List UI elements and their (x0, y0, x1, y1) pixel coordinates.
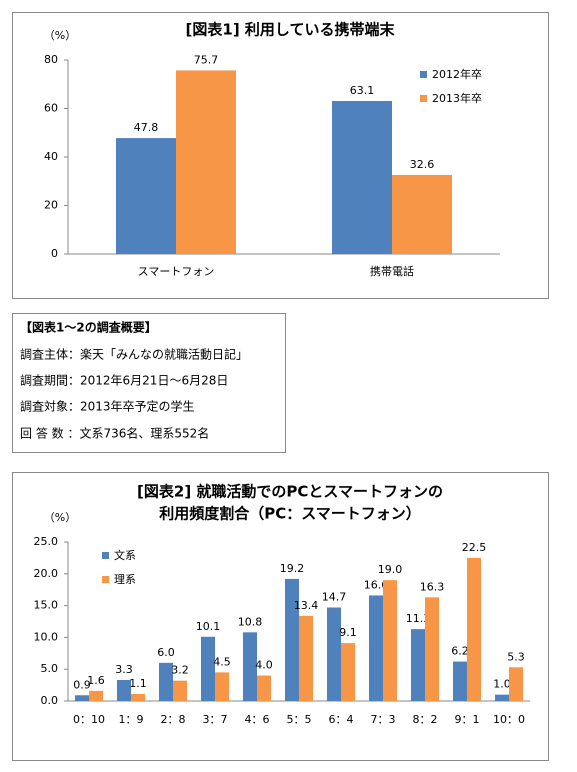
data-label: 63.1 (350, 84, 375, 97)
data-label: 3.2 (171, 664, 189, 677)
data-label: 6.2 (451, 645, 469, 658)
y-tick-label: 15.0 (34, 599, 59, 612)
x-tick-label: 10：0 (493, 713, 525, 726)
bar (327, 607, 341, 701)
y-tick-label: 0 (51, 247, 58, 260)
survey-line: 調査期間：2012年6月21日～6月28日 (20, 374, 228, 388)
x-tick-label: 4：6 (245, 713, 270, 726)
y-tick-label: 20 (44, 199, 58, 212)
y-tick-label: 20.0 (34, 567, 59, 580)
x-tick-label: スマートフォン (138, 265, 215, 278)
bar (243, 632, 257, 701)
legend-swatch (420, 95, 427, 102)
legend-swatch (102, 552, 109, 559)
data-label: 19.2 (280, 562, 305, 575)
survey-line: 調査主体：楽天「みんなの就職活動日記」 (20, 347, 248, 362)
legend-label: 理系 (114, 573, 136, 586)
bar (332, 100, 392, 254)
x-tick-label: 6：4 (329, 713, 354, 726)
data-label: 4.0 (255, 659, 273, 672)
bar (509, 667, 523, 701)
data-label: 13.4 (294, 599, 319, 612)
bar (257, 675, 271, 701)
x-tick-label: 7：3 (371, 713, 396, 726)
bar (285, 578, 299, 701)
data-label: 3.3 (115, 663, 133, 676)
bar (131, 694, 145, 701)
legend-swatch (102, 576, 109, 583)
x-tick-label: 9：1 (455, 713, 480, 726)
data-label: 9.1 (339, 626, 357, 639)
data-label: 19.0 (378, 563, 403, 576)
data-label: 1.0 (493, 678, 511, 691)
y-tick-label: 5.0 (41, 662, 59, 675)
legend-swatch (420, 71, 427, 78)
data-label: 14.7 (322, 591, 347, 604)
y-axis-unit: （%） (44, 29, 76, 42)
chart-frame (12, 472, 549, 761)
data-label: 16.3 (420, 580, 445, 593)
data-label: 5.3 (507, 650, 525, 663)
data-label: 1.6 (87, 674, 105, 687)
bar (453, 661, 467, 701)
bar (383, 580, 397, 701)
bar (341, 643, 355, 701)
bar (392, 174, 452, 254)
chart-title: [図表1] 利用している携帯端末 (186, 21, 396, 39)
y-tick-label: 60 (44, 102, 58, 115)
data-label: 75.7 (194, 53, 219, 66)
data-label: 1.1 (129, 677, 147, 690)
x-tick-label: 携帯電話 (370, 264, 414, 278)
y-tick-label: 25.0 (34, 535, 59, 548)
bar (467, 557, 481, 701)
bar (411, 629, 425, 701)
x-tick-label: 0：10 (73, 713, 105, 726)
bar (201, 636, 215, 701)
y-tick-label: 40 (44, 150, 58, 163)
survey-heading: 【図表1～2の調査概要】 (20, 320, 157, 335)
y-axis-unit: （%） (44, 511, 76, 524)
bar (89, 690, 103, 701)
survey-line: 回 答 数 ：文系736名、理系552名 (20, 426, 209, 441)
bar (117, 680, 131, 701)
x-tick-label: 2：8 (161, 713, 186, 726)
y-tick-label: 0.0 (41, 694, 59, 707)
bar (173, 680, 187, 701)
bar (299, 615, 313, 701)
x-tick-label: 8：2 (413, 713, 438, 726)
y-tick-label: 80 (44, 53, 58, 66)
data-label: 22.5 (462, 541, 487, 554)
data-label: 4.5 (213, 655, 231, 668)
bar (425, 597, 439, 701)
x-tick-label: 5：5 (287, 713, 312, 726)
legend-label: 文系 (114, 548, 136, 562)
chart-frame (12, 12, 549, 299)
data-label: 11.3 (406, 612, 431, 625)
y-tick-label: 10.0 (34, 630, 59, 643)
survey-line: 調査対象：2013年卒予定の学生 (20, 399, 195, 414)
legend-label: 2012年卒 (432, 67, 482, 81)
bar (159, 662, 173, 701)
bar (176, 70, 236, 255)
data-label: 0.9 (73, 678, 91, 691)
data-label: 10.8 (238, 615, 263, 628)
data-label: 16.6 (364, 578, 389, 591)
x-tick-label: 1：9 (119, 713, 144, 726)
legend-label: 2013年卒 (432, 91, 482, 105)
data-label: 47.8 (134, 121, 159, 134)
data-label: 10.1 (196, 620, 221, 633)
bar (369, 595, 383, 701)
bar (75, 695, 89, 701)
data-label: 32.6 (410, 158, 435, 171)
chart-title: 利用頻度割合（PC：スマートフォン） (159, 505, 421, 523)
data-label: 6.0 (157, 646, 175, 659)
bar (116, 138, 176, 254)
survey-frame (12, 313, 286, 453)
bar (495, 694, 509, 701)
chart-title: [図表2] 就職活動でのPCとスマートフォンの (137, 483, 443, 501)
x-tick-label: 3：7 (203, 713, 228, 726)
bar (215, 672, 229, 701)
